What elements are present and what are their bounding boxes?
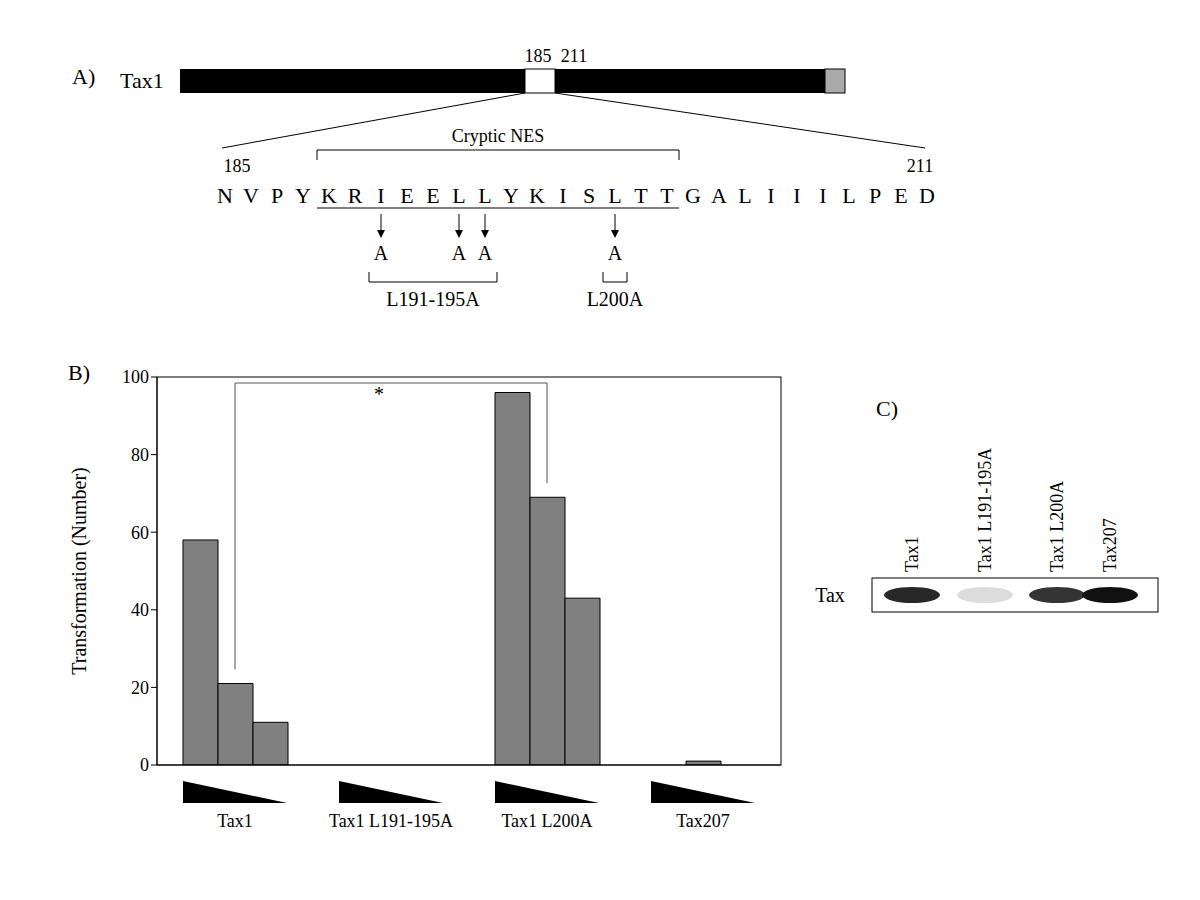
svg-text:60: 60 xyxy=(131,523,149,543)
svg-text:E: E xyxy=(426,183,439,208)
svg-text:L: L xyxy=(452,183,465,208)
svg-text:B): B) xyxy=(68,360,90,385)
svg-text:A: A xyxy=(478,242,493,264)
svg-text:V: V xyxy=(243,183,259,208)
svg-text:L200A: L200A xyxy=(587,288,644,310)
svg-text:211: 211 xyxy=(907,156,933,176)
svg-text:L: L xyxy=(842,183,855,208)
svg-text:L: L xyxy=(478,183,491,208)
svg-text:G: G xyxy=(685,183,701,208)
svg-text:Tax: Tax xyxy=(815,584,845,606)
svg-text:I: I xyxy=(793,183,800,208)
svg-text:Tax1: Tax1 xyxy=(217,811,253,831)
svg-text:D: D xyxy=(919,183,935,208)
svg-text:E: E xyxy=(894,183,907,208)
svg-text:Tax1 L191-195A: Tax1 L191-195A xyxy=(329,811,453,831)
svg-text:S: S xyxy=(583,183,595,208)
svg-text:K: K xyxy=(321,183,337,208)
svg-text:T: T xyxy=(660,183,674,208)
svg-text:C): C) xyxy=(876,396,898,421)
svg-text:I: I xyxy=(559,183,566,208)
svg-text:40: 40 xyxy=(131,600,149,620)
svg-text:Cryptic NES: Cryptic NES xyxy=(452,126,545,146)
svg-text:K: K xyxy=(529,183,545,208)
svg-text:I: I xyxy=(767,183,774,208)
svg-text:Tax1: Tax1 xyxy=(120,68,164,93)
svg-text:P: P xyxy=(271,183,283,208)
svg-text:A: A xyxy=(608,242,623,264)
svg-text:Tax1 L191-195A: Tax1 L191-195A xyxy=(975,448,995,572)
svg-text:R: R xyxy=(348,183,363,208)
svg-text:Tax1 L200A: Tax1 L200A xyxy=(1047,481,1067,572)
svg-text:I: I xyxy=(819,183,826,208)
svg-text:185: 185 xyxy=(525,46,552,66)
svg-text:N: N xyxy=(217,183,233,208)
svg-text:Y: Y xyxy=(503,183,519,208)
svg-text:I: I xyxy=(377,183,384,208)
svg-text:Tax1: Tax1 xyxy=(902,536,922,572)
svg-text:100: 100 xyxy=(122,367,149,387)
svg-text:Tax207: Tax207 xyxy=(676,811,730,831)
svg-text:185: 185 xyxy=(224,156,251,176)
svg-text:T: T xyxy=(634,183,648,208)
svg-text:P: P xyxy=(869,183,881,208)
svg-text:Tax207: Tax207 xyxy=(1100,518,1120,572)
svg-text:A): A) xyxy=(72,64,95,89)
svg-text:E: E xyxy=(400,183,413,208)
svg-text:80: 80 xyxy=(131,445,149,465)
svg-text:Y: Y xyxy=(295,183,311,208)
svg-text:*: * xyxy=(374,383,384,405)
svg-text:20: 20 xyxy=(131,678,149,698)
svg-text:L: L xyxy=(738,183,751,208)
svg-text:L191-195A: L191-195A xyxy=(386,288,480,310)
svg-text:L: L xyxy=(608,183,621,208)
svg-text:0: 0 xyxy=(140,755,149,775)
svg-text:A: A xyxy=(711,183,727,208)
svg-text:211: 211 xyxy=(561,46,587,66)
svg-text:Tax1 L200A: Tax1 L200A xyxy=(501,811,592,831)
svg-text:A: A xyxy=(452,242,467,264)
svg-text:A: A xyxy=(374,242,389,264)
svg-text:Transformation (Number): Transformation (Number) xyxy=(68,467,91,675)
